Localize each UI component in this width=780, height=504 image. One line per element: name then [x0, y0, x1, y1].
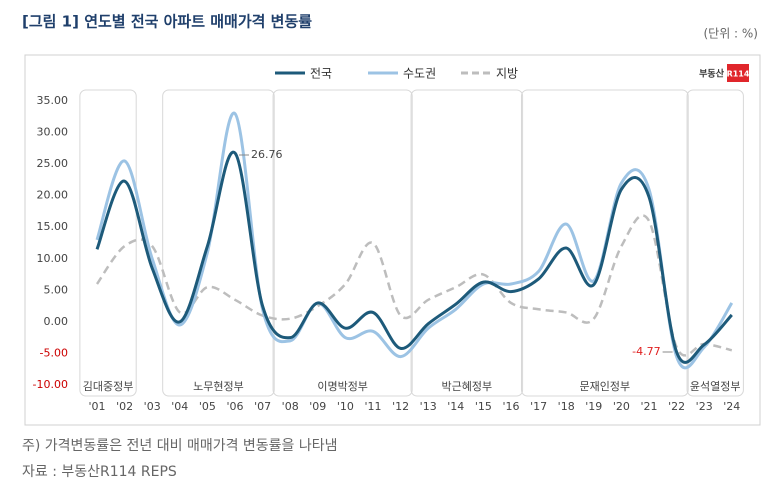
y-tick-label: 25.00 [37, 157, 69, 170]
period-label: 이명박정부 [317, 380, 368, 393]
x-tick-label: '06 [226, 400, 243, 413]
x-tick-label: '13 [420, 400, 437, 413]
unit: (단위 : %) [703, 27, 758, 41]
period-label: 노무현정부 [193, 380, 244, 393]
x-tick-label: '05 [199, 400, 216, 413]
period-label: 박근혜정부 [442, 380, 493, 393]
x-tick-label: '02 [116, 400, 133, 413]
period-box [410, 89, 524, 397]
y-tick-label: 35.00 [37, 94, 69, 107]
x-tick-label: '10 [337, 400, 354, 413]
y-tick-label: 15.00 [37, 220, 69, 233]
legend-label: 전국 [310, 67, 332, 81]
x-tick-label: '24 [723, 400, 740, 413]
chart-title: [그림 1] 연도별 전국 아파트 매매가격 변동률 [22, 13, 312, 31]
x-tick-label: '01 [88, 400, 105, 413]
period-label: 문재인정부 [580, 380, 631, 393]
note: 주) 가격변동률은 전년 대비 매매가격 변동률을 나타냄 [22, 438, 338, 454]
x-tick-label: '09 [309, 400, 326, 413]
period-box [686, 89, 744, 397]
x-tick-label: '19 [585, 400, 602, 413]
note: 자료 : 부동산R114 REPS [22, 464, 177, 480]
x-tick-label: '07 [254, 400, 271, 413]
period-label: 김대중정부 [83, 380, 134, 393]
x-tick-label: '12 [392, 400, 409, 413]
x-tick-label: '18 [558, 400, 575, 413]
brand: R114 [727, 70, 750, 79]
period-box [162, 89, 275, 397]
legend-label: 지방 [496, 67, 518, 81]
y-tick-label: -5.00 [40, 346, 68, 359]
x-tick-label: '17 [530, 400, 547, 413]
period-box [79, 89, 137, 397]
x-tick-label: '03 [144, 400, 161, 413]
annotation-label: -4.77 [632, 345, 660, 358]
period-box [520, 89, 689, 397]
x-tick-label: '08 [282, 400, 299, 413]
y-tick-label: -10.00 [33, 378, 68, 391]
series-line [95, 112, 734, 370]
brand-box [727, 64, 749, 82]
x-tick-label: '16 [502, 400, 519, 413]
y-tick-label: 0.00 [44, 315, 69, 328]
x-tick-label: '23 [696, 400, 713, 413]
series-line [95, 150, 733, 364]
series-line [95, 214, 733, 357]
x-tick-label: '20 [613, 400, 630, 413]
y-tick-label: 30.00 [37, 126, 69, 139]
brand: 부동산 [699, 68, 725, 80]
period-box [272, 89, 413, 397]
period-label: 윤석열정부 [690, 380, 741, 393]
y-tick-label: 5.00 [44, 283, 69, 296]
x-tick-label: '15 [475, 400, 492, 413]
x-tick-label: '04 [171, 400, 188, 413]
plot-frame [24, 54, 761, 426]
legend-label: 수도권 [403, 67, 436, 81]
x-tick-label: '14 [447, 400, 464, 413]
annotation-label: 26.76 [251, 148, 283, 161]
y-tick-label: 10.00 [37, 252, 69, 265]
x-tick-label: '22 [668, 400, 685, 413]
y-tick-label: 20.00 [37, 189, 69, 202]
x-tick-label: '11 [364, 400, 381, 413]
x-tick-label: '21 [640, 400, 657, 413]
